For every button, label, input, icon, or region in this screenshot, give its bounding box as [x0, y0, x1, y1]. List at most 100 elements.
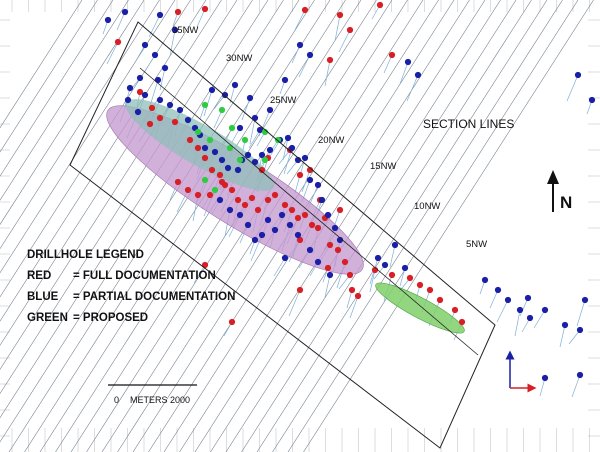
drillhole-full-documentation[interactable] [451, 306, 459, 314]
drillhole-partial-documentation[interactable] [374, 254, 382, 262]
drillhole-full-documentation[interactable] [294, 214, 302, 222]
drillhole-full-documentation[interactable] [208, 166, 216, 174]
drillhole-partial-documentation[interactable] [166, 101, 174, 109]
drillhole-full-documentation[interactable] [136, 88, 144, 96]
drillhole-full-documentation[interactable] [228, 186, 236, 194]
drillhole-full-documentation[interactable] [334, 246, 342, 254]
drillhole-full-documentation[interactable] [341, 258, 349, 266]
drillhole-partial-documentation[interactable] [331, 224, 339, 232]
drillhole-full-documentation[interactable] [326, 56, 334, 64]
drillhole-full-documentation[interactable] [288, 206, 296, 214]
drillhole-full-documentation[interactable] [156, 114, 164, 122]
drillhole-partial-documentation[interactable] [258, 231, 266, 239]
drillhole-partial-documentation[interactable] [561, 321, 569, 329]
drillhole-proposed[interactable] [201, 176, 209, 184]
drillhole-partial-documentation[interactable] [481, 276, 489, 284]
drillhole-partial-documentation[interactable] [281, 254, 289, 262]
drillhole-partial-documentation[interactable] [271, 226, 279, 234]
drillhole-full-documentation[interactable] [308, 221, 316, 229]
drillhole-full-documentation[interactable] [186, 136, 194, 144]
drillhole-partial-documentation[interactable] [161, 64, 169, 72]
drillhole-full-documentation[interactable] [346, 26, 354, 34]
drillhole-partial-documentation[interactable] [286, 221, 294, 229]
drillhole-partial-documentation[interactable] [404, 58, 412, 66]
drillhole-partial-documentation[interactable] [296, 41, 304, 49]
drillhole-partial-documentation[interactable] [318, 196, 326, 204]
drillhole-full-documentation[interactable] [296, 236, 304, 244]
drillhole-partial-documentation[interactable] [576, 326, 584, 334]
drillhole-proposed[interactable] [218, 106, 226, 114]
drillhole-partial-documentation[interactable] [574, 71, 582, 79]
drillhole-full-documentation[interactable] [264, 196, 272, 204]
drillhole-partial-documentation[interactable] [104, 16, 112, 24]
drillhole-partial-documentation[interactable] [294, 231, 302, 239]
drillhole-partial-documentation[interactable] [576, 371, 584, 379]
drillhole-partial-documentation[interactable] [121, 8, 129, 16]
drillhole-partial-documentation[interactable] [306, 51, 314, 59]
drillhole-partial-documentation[interactable] [288, 144, 296, 152]
drillhole-full-documentation[interactable] [306, 166, 314, 174]
drillhole-partial-documentation[interactable] [306, 246, 314, 254]
drillhole-partial-documentation[interactable] [256, 126, 264, 134]
drillhole-partial-documentation[interactable] [134, 108, 142, 116]
drillhole-full-documentation[interactable] [171, 118, 179, 126]
drillhole-full-documentation[interactable] [194, 191, 202, 199]
drillhole-full-documentation[interactable] [346, 271, 354, 279]
drillhole-partial-documentation[interactable] [281, 76, 289, 84]
drillhole-partial-documentation[interactable] [326, 271, 334, 279]
drillhole-full-documentation[interactable] [388, 271, 396, 279]
drillhole-partial-documentation[interactable] [124, 96, 132, 104]
drillhole-partial-documentation[interactable] [504, 296, 512, 304]
drillhole-partial-documentation[interactable] [251, 236, 259, 244]
drillhole-partial-documentation[interactable] [588, 96, 596, 104]
drillhole-full-documentation[interactable] [281, 201, 289, 209]
drillhole-full-documentation[interactable] [241, 201, 249, 209]
drillhole-full-documentation[interactable] [314, 224, 322, 232]
drillhole-full-documentation[interactable] [228, 318, 236, 326]
drillhole-full-documentation[interactable] [406, 274, 414, 282]
drillhole-partial-documentation[interactable] [236, 124, 244, 132]
drillhole-full-documentation[interactable] [376, 1, 384, 9]
drillhole-partial-documentation[interactable] [258, 151, 266, 159]
drillhole-partial-documentation[interactable] [156, 11, 164, 19]
drillhole-full-documentation[interactable] [234, 196, 242, 204]
drillhole-proposed[interactable] [236, 156, 244, 164]
drillhole-full-documentation[interactable] [426, 286, 434, 294]
drillhole-full-documentation[interactable] [216, 171, 224, 179]
drillhole-full-documentation[interactable] [336, 206, 344, 214]
drillhole-partial-documentation[interactable] [581, 296, 589, 304]
drillhole-partial-documentation[interactable] [231, 81, 239, 89]
drillhole-partial-documentation[interactable] [336, 236, 344, 244]
drillhole-partial-documentation[interactable] [381, 261, 389, 269]
drillhole-partial-documentation[interactable] [541, 306, 549, 314]
drillhole-proposed[interactable] [261, 156, 269, 164]
drillhole-partial-documentation[interactable] [301, 154, 309, 162]
drillhole-partial-documentation[interactable] [524, 294, 532, 302]
drillhole-full-documentation[interactable] [218, 178, 226, 186]
drillhole-proposed[interactable] [206, 136, 214, 144]
drillhole-partial-documentation[interactable] [211, 148, 219, 156]
proposed-zone[interactable] [371, 276, 469, 341]
drillhole-partial-documentation[interactable] [201, 144, 209, 152]
drillhole-partial-documentation[interactable] [516, 306, 524, 314]
drillhole-full-documentation[interactable] [146, 120, 154, 128]
drillhole-partial-documentation[interactable] [494, 286, 502, 294]
drillhole-partial-documentation[interactable] [126, 84, 134, 92]
drillhole-full-documentation[interactable] [254, 206, 262, 214]
drillhole-full-documentation[interactable] [416, 281, 424, 289]
drillhole-full-documentation[interactable] [201, 154, 209, 162]
drillhole-full-documentation[interactable] [248, 194, 256, 202]
drillhole-full-documentation[interactable] [348, 286, 356, 294]
drillhole-proposed[interactable] [226, 144, 234, 152]
drillhole-partial-documentation[interactable] [154, 76, 162, 84]
drillhole-partial-documentation[interactable] [314, 181, 322, 189]
drillhole-partial-documentation[interactable] [264, 216, 272, 224]
drillhole-full-documentation[interactable] [301, 6, 309, 14]
drillhole-full-documentation[interactable] [201, 5, 209, 13]
drillhole-partial-documentation[interactable] [151, 51, 159, 59]
drillhole-full-documentation[interactable] [388, 51, 396, 59]
drillhole-full-documentation[interactable] [206, 191, 214, 199]
drillhole-partial-documentation[interactable] [176, 106, 184, 114]
drillhole-partial-documentation[interactable] [401, 264, 409, 272]
